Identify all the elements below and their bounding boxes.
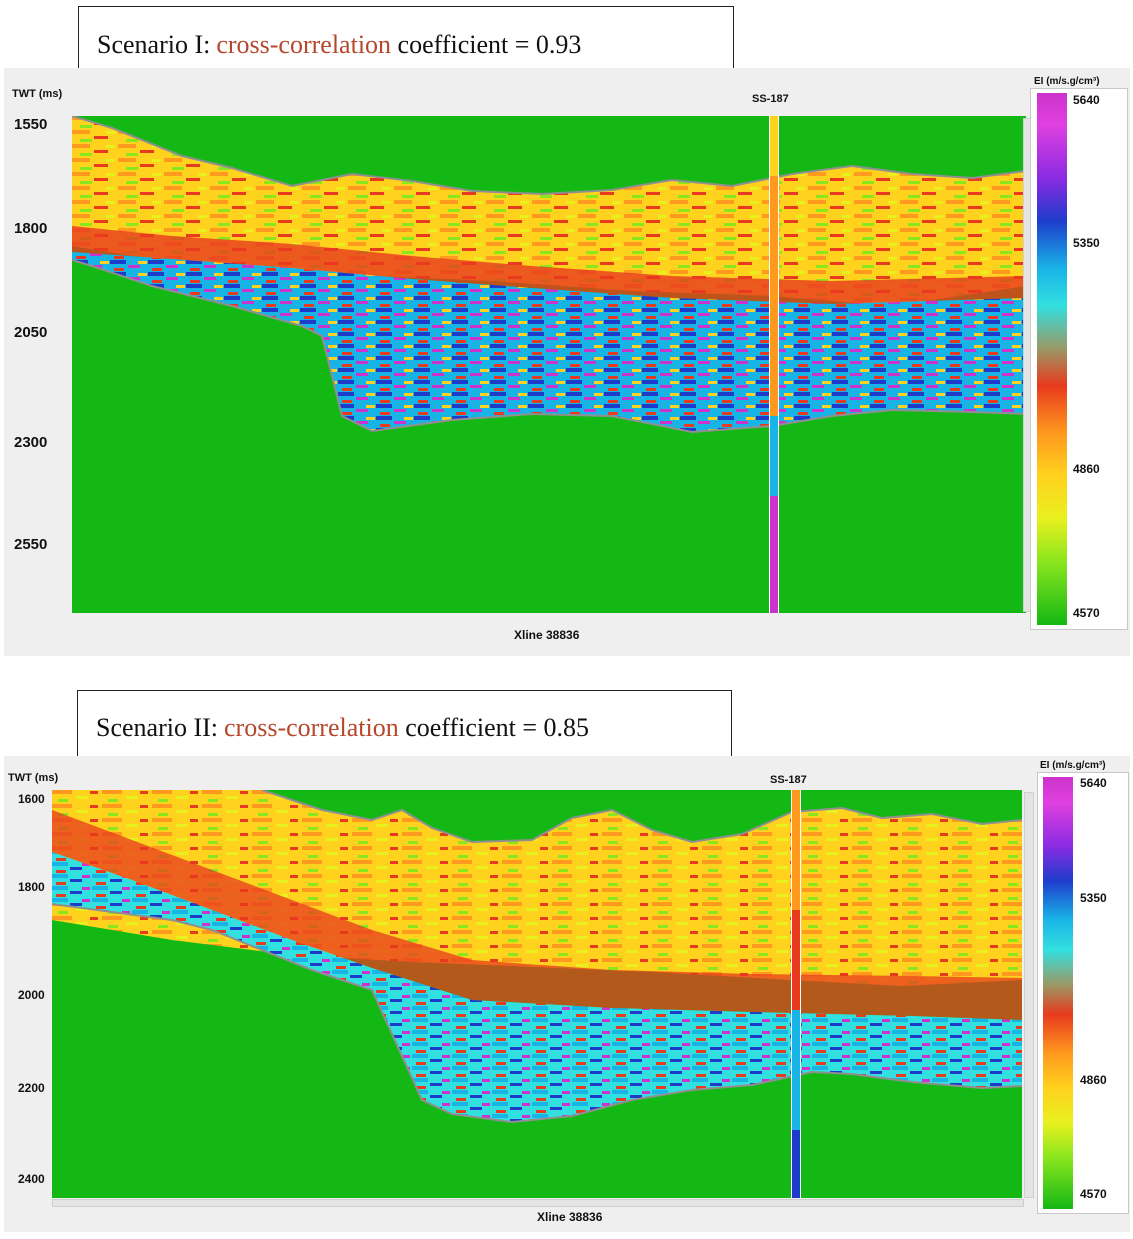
colorbar-gradient	[1037, 93, 1067, 625]
colorbar-title: EI (m/s.g/cm³)	[1040, 760, 1106, 771]
seismic-section	[52, 790, 1022, 1198]
x-axis-label: Xline 38836	[514, 628, 580, 642]
colorbar: 5640 5350 4860 4570	[1030, 88, 1128, 630]
colorbar-title: EI (m/s.g/cm³)	[1034, 76, 1100, 87]
y-tick: 2300	[14, 434, 48, 451]
y-axis-label: TWT (ms)	[8, 772, 59, 784]
scenario-2-panel: TWT (ms) 1600 1800 2000 2200 2400 SS-187	[4, 756, 1130, 1232]
y-tick: 2200	[18, 1081, 45, 1095]
seismic-section	[72, 116, 1026, 613]
horizontal-scrollbar[interactable]	[52, 1199, 1024, 1207]
colorbar-min: 4570	[1073, 606, 1100, 620]
y-axis-label: TWT (ms)	[12, 88, 63, 100]
caption-suffix: coefficient = 0.93	[391, 29, 582, 59]
colorbar-value: 5350	[1080, 891, 1107, 905]
well-label: SS-187	[770, 774, 807, 786]
y-tick: 1600	[18, 792, 45, 806]
colorbar-value: 5350	[1073, 236, 1100, 250]
caption-suffix: coefficient = 0.85	[398, 713, 590, 742]
colorbar-value: 4860	[1080, 1073, 1107, 1087]
scenario-2-caption: Scenario II: cross-correlation coefficie…	[77, 690, 732, 766]
caption-prefix: Scenario II:	[96, 713, 219, 742]
y-tick: 2050	[14, 324, 48, 341]
y-tick: 2400	[18, 1172, 45, 1186]
colorbar-max: 5640	[1080, 776, 1107, 790]
scenario-1-panel: TWT (ms) 1550 1800 2050 2300 2550 SS-187	[4, 68, 1130, 656]
colorbar-value: 4860	[1073, 462, 1100, 476]
x-axis-label: Xline 38836	[537, 1210, 603, 1224]
y-tick: 1550	[14, 116, 48, 133]
colorbar-min: 4570	[1080, 1187, 1107, 1201]
y-tick: 1800	[14, 220, 48, 237]
y-tick: 2000	[18, 988, 45, 1002]
y-tick: 1800	[18, 880, 45, 894]
y-tick: 2550	[14, 536, 48, 553]
caption-accent: cross-correlation	[216, 29, 392, 59]
caption-accent: cross-correlation	[224, 713, 399, 742]
vertical-scrollbar[interactable]	[1024, 792, 1034, 1198]
colorbar-max: 5640	[1073, 93, 1100, 107]
well-label: SS-187	[752, 93, 789, 105]
colorbar-gradient	[1043, 777, 1073, 1209]
colorbar: 5640 5350 4860 4570	[1037, 772, 1129, 1214]
caption-prefix: Scenario I:	[97, 29, 211, 59]
